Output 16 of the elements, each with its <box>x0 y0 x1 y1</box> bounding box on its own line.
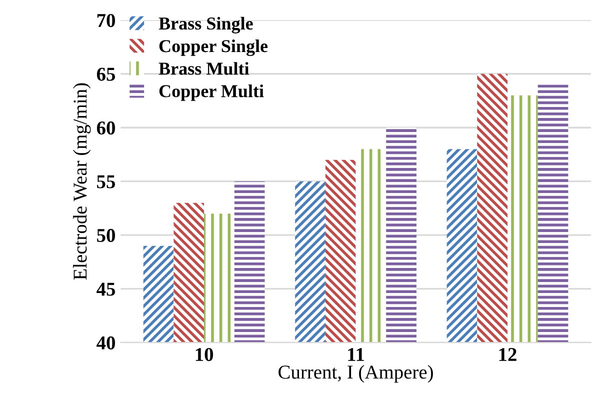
legend-label: Copper Single <box>159 40 268 56</box>
y-tick-label: 55 <box>97 175 116 188</box>
legend-label: Brass Single <box>158 16 253 34</box>
legend-label: Brass Multi <box>158 62 250 75</box>
y-tick-label: 50 <box>97 228 115 242</box>
y-axis-title: Electrode Wear (mg/min) <box>73 83 91 280</box>
x-tick-label: 11 <box>348 348 364 361</box>
x-axis-title: Current, I (Ampere) <box>278 365 433 383</box>
y-tick-label: 65 <box>96 68 116 81</box>
y-tick-label: 60 <box>96 121 115 135</box>
y-tick-label: 70 <box>97 14 115 28</box>
y-tick-label: 45 <box>96 282 116 296</box>
x-tick-label: 10 <box>196 348 214 362</box>
legend-label: Copper Multi <box>159 84 264 101</box>
y-tick-label: 40 <box>96 336 115 350</box>
x-tick-label: 12 <box>499 348 516 361</box>
